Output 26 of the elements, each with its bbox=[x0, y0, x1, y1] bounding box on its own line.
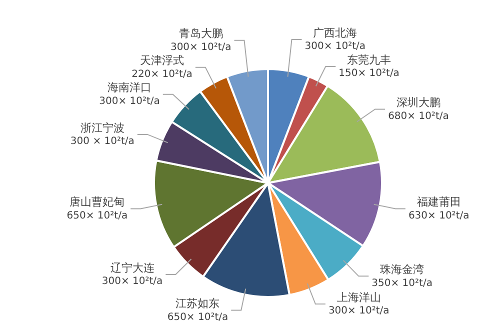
data-label: 300× 10²t/a bbox=[170, 42, 232, 53]
data-label: 150× 10²t/a bbox=[338, 68, 400, 80]
data-label: 300 × 10²t/a bbox=[70, 136, 134, 148]
slice-label: 广西北海 bbox=[313, 26, 358, 40]
data-label: 350× 10²t/a bbox=[372, 278, 432, 289]
data-label: 300× 10²t/a bbox=[328, 306, 390, 317]
slice-label: 上海洋山 bbox=[336, 290, 381, 304]
slice-label: 辽宁大连 bbox=[110, 261, 154, 274]
slice-label: 天津浮式 bbox=[140, 54, 184, 68]
slice-label: 海南洋口 bbox=[108, 81, 152, 94]
data-label: 630× 10²t/a bbox=[408, 210, 470, 222]
data-label: 300× 10²t/a bbox=[102, 276, 163, 288]
slice-label: 东莞九丰 bbox=[347, 53, 392, 66]
data-label: 300× 10²t/a bbox=[99, 96, 160, 107]
data-label: 650× 10²t/a bbox=[66, 210, 128, 222]
slice-label: 浙江宁波 bbox=[80, 121, 124, 134]
slice-label: 珠海金湾 bbox=[380, 263, 424, 276]
slice-label: 深圳大鹏 bbox=[396, 96, 440, 110]
slice-label: 青岛大鹏 bbox=[178, 27, 223, 40]
slice-label: 江苏如东 bbox=[176, 297, 220, 310]
data-label: 650× 10²t/a bbox=[167, 312, 228, 323]
data-label: 680× 10²t/a bbox=[388, 110, 449, 122]
data-label: 300× 10²t/a bbox=[304, 41, 366, 52]
data-label: 220× 10²t/a bbox=[132, 68, 192, 80]
slice-label: 福建莆田 bbox=[416, 196, 461, 209]
slice-label: 唐山曹妃甸 bbox=[70, 196, 125, 209]
